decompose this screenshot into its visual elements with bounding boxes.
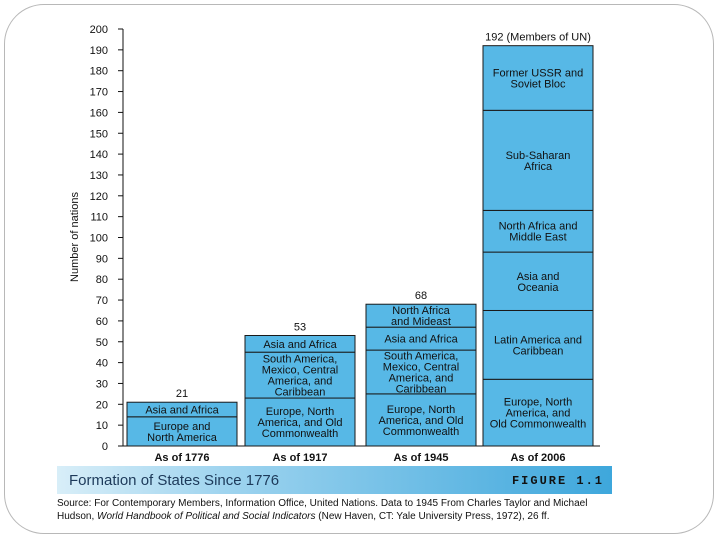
y-tick-label: 180: [90, 66, 108, 78]
y-tick-label: 40: [96, 358, 108, 370]
category-label: As of 1776: [154, 452, 209, 464]
stacked-bar-chart: Number of nations 0 10 20 30 40 50 60 70 80 90 100…: [69, 24, 600, 464]
y-tick-label: 50: [96, 337, 108, 349]
bar-total-label: 21: [176, 388, 188, 400]
y-tick-label: 80: [96, 274, 108, 286]
category-label: As of 1945: [393, 452, 448, 464]
y-tick-label: 30: [96, 378, 108, 390]
y-axis-label: Number of nations: [69, 192, 81, 282]
segment-label: Europe, North America, and Old Commonwealt…: [258, 406, 343, 440]
segment-label: Latin America and Caribbean: [494, 334, 582, 357]
y-tick-label: 90: [96, 253, 108, 265]
y-tick-label: 70: [96, 295, 108, 307]
bar-segment: [126, 416, 238, 447]
segment-label: Asia and Africa: [145, 405, 219, 417]
bar-segment: [244, 334, 356, 353]
y-tick-label: 110: [90, 212, 108, 224]
segment-label: North Africa and Mideast: [391, 305, 451, 328]
y-tick-label: 200: [90, 24, 108, 36]
category-label: As of 2006: [510, 452, 565, 464]
y-tick-label: 0: [102, 441, 108, 453]
y-tick-label: 20: [96, 399, 108, 411]
y-axis: 0 10 20 30 40 50 60 70 80 90 100 110 120 130 140 150 160…: [90, 24, 600, 453]
y-tick-label: 160: [90, 107, 108, 119]
slide-border: [4, 4, 714, 534]
bar-total-label: 68: [415, 290, 427, 302]
y-tick-label: 170: [90, 87, 108, 99]
segment-label: Europe, North America, and Old Commonwealt…: [490, 397, 587, 431]
y-tick-label: 150: [90, 128, 108, 140]
bar-segment: [126, 401, 238, 418]
segment-label: South America, Mexico, Central America, an…: [383, 350, 459, 395]
category-label: As of 1917: [272, 452, 327, 464]
bar-segment: [482, 378, 594, 447]
y-tick-label: 10: [96, 420, 108, 432]
bar-segment: [482, 45, 594, 111]
y-tick-label: 130: [90, 170, 108, 182]
segment-label: Sub-Saharan Africa: [506, 150, 571, 173]
y-tick-label: 140: [90, 149, 108, 161]
bar-segment: [482, 309, 594, 380]
figure-title-band: Formation of States Since 1776 FIGURE 1.…: [57, 466, 612, 494]
y-tick-label: 120: [90, 191, 108, 203]
segment-label: Asia and Oceania: [517, 271, 560, 294]
figure-number: FIGURE 1.1: [511, 474, 604, 488]
bar-segment: [244, 397, 356, 447]
bars: Europe and North America Asia and Africa 21…: [126, 32, 594, 464]
segment-label: Europe and North America: [147, 421, 218, 444]
segment-label: North Africa and Middle East: [499, 221, 578, 244]
bar-total-label: 53: [294, 321, 306, 333]
y-tick-label: 190: [90, 45, 108, 57]
source-text: Source: For Contemporary Members, Inform…: [57, 498, 588, 522]
y-tick-label: 100: [90, 233, 108, 245]
segment-label: Asia and Africa: [263, 339, 337, 351]
bar-segment: [365, 303, 477, 328]
y-tick-label: 60: [96, 316, 108, 328]
source-note: Source: For Contemporary Members, Inform…: [57, 497, 617, 523]
bar-total-label: 192 (Members of UN): [485, 32, 591, 44]
segment-label: Asia and Africa: [384, 334, 458, 346]
bar-segment: [482, 251, 594, 311]
bar-segment: [482, 209, 594, 253]
bar-segment: [244, 351, 356, 399]
bar-segment: [482, 109, 594, 211]
segment-label: Europe, North America, and Old Commonwealt…: [379, 404, 464, 438]
source-book-title: World Handbook of Political and Social I…: [97, 511, 316, 522]
chart-title: Formation of States Since 1776: [69, 472, 280, 489]
segment-label: Former USSR and Soviet Bloc: [493, 67, 583, 90]
segment-label: South America, Mexico, Central America, an…: [262, 354, 338, 399]
source-publisher: (New Haven, CT: Yale University Press, 1…: [315, 511, 550, 522]
